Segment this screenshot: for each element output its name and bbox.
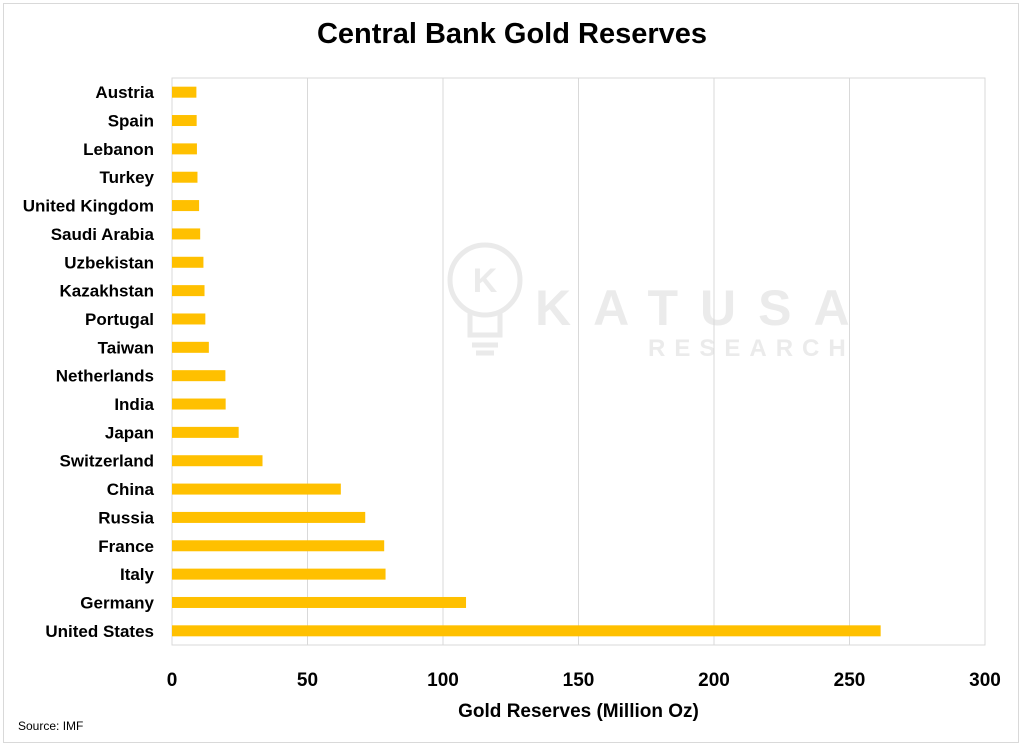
category-label: Russia xyxy=(98,508,154,527)
x-tick-label: 200 xyxy=(698,670,730,691)
category-labels: Austria Spain Lebanon Turkey United Kingdom S… xyxy=(23,83,155,641)
bar xyxy=(172,596,467,608)
bar xyxy=(172,398,226,410)
bar xyxy=(172,115,197,127)
bar xyxy=(172,228,201,240)
category-label: France xyxy=(98,537,154,556)
category-label: United Kingdom xyxy=(23,197,154,216)
source-note: Source: IMF xyxy=(18,719,84,733)
watermark-brand: KATUSA xyxy=(535,280,872,336)
bar xyxy=(172,341,209,353)
bar xyxy=(172,285,205,297)
bar xyxy=(172,200,200,212)
category-label: Saudi Arabia xyxy=(51,225,155,244)
category-label: India xyxy=(114,395,154,414)
plot-area-border xyxy=(171,77,986,646)
category-label: Germany xyxy=(80,593,154,612)
x-tick-label: 250 xyxy=(834,670,866,691)
chart-frame xyxy=(3,3,1019,743)
x-tick-label: 300 xyxy=(969,670,1001,691)
category-label: Austria xyxy=(95,83,154,102)
x-tick-label: 100 xyxy=(427,670,459,691)
bar xyxy=(172,511,366,523)
watermark-logo-letter: K xyxy=(473,262,498,300)
category-label: Italy xyxy=(120,565,155,584)
bar xyxy=(172,540,385,552)
bar xyxy=(172,568,386,580)
category-label: Netherlands xyxy=(56,367,154,386)
bar xyxy=(172,256,204,268)
bar xyxy=(172,483,341,495)
watermark-subtitle: RESEARCH xyxy=(648,335,855,362)
category-label: Japan xyxy=(105,423,154,442)
category-label: Turkey xyxy=(100,168,155,187)
category-label: Switzerland xyxy=(60,452,154,471)
lightbulb-logo-icon xyxy=(447,242,523,356)
category-label: Taiwan xyxy=(98,338,154,357)
bar xyxy=(172,171,198,183)
x-tick-label: 150 xyxy=(563,670,595,691)
bar xyxy=(172,143,197,155)
category-label: Kazakhstan xyxy=(60,282,154,301)
chart-title: Central Bank Gold Reserves xyxy=(316,18,708,50)
bar xyxy=(172,86,197,98)
x-tick-label: 0 xyxy=(167,670,178,691)
category-label: Spain xyxy=(108,112,154,131)
x-axis-title: Gold Reserves (Million Oz) xyxy=(458,701,699,722)
bar xyxy=(172,426,239,438)
x-tick-labels: 0 50 100 150 200 250 300 xyxy=(167,670,1001,691)
category-label: China xyxy=(107,480,155,499)
bar xyxy=(172,625,881,637)
watermark: K KATUSA RESEARCH xyxy=(447,242,872,362)
bar xyxy=(172,313,206,325)
bar xyxy=(172,370,226,382)
gridlines xyxy=(171,77,986,646)
category-label: Uzbekistan xyxy=(64,253,154,272)
bar xyxy=(172,455,263,467)
category-label: Portugal xyxy=(85,310,154,329)
x-tick-label: 50 xyxy=(297,670,318,691)
bars xyxy=(172,86,881,637)
category-label: United States xyxy=(45,622,154,641)
category-label: Lebanon xyxy=(83,140,154,159)
